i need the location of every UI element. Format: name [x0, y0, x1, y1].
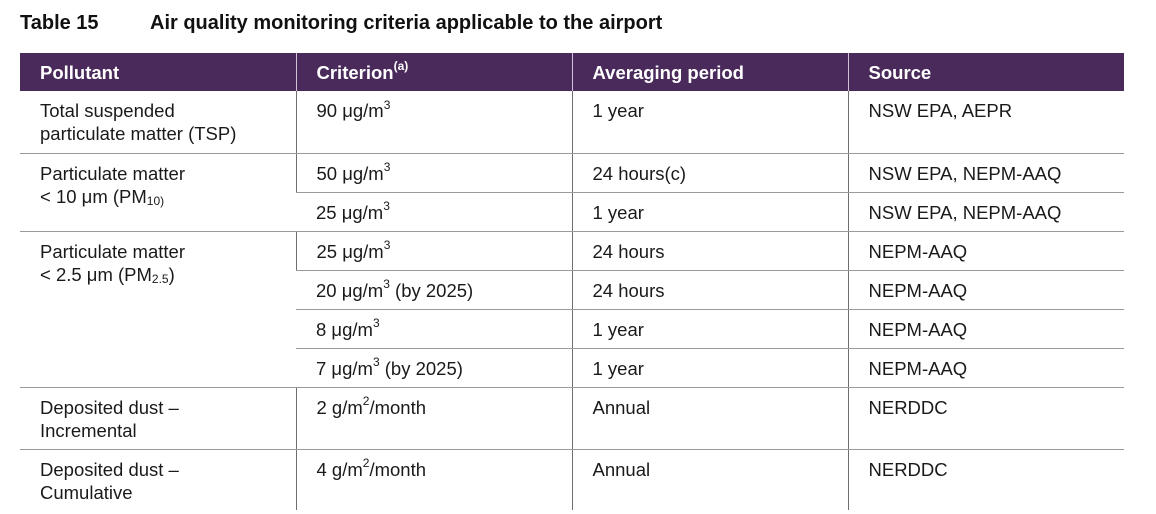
- criterion-cell: 90 μg/m3: [295, 91, 572, 154]
- source-cell: NSW EPA, AEPR: [847, 91, 1124, 154]
- pollutant-line: Particulate matter: [40, 240, 185, 262]
- criterion-value: 50 μg/m: [316, 162, 384, 184]
- criterion-suffix: /month: [369, 458, 427, 480]
- table-row: Particulate matter < 2.5 μm (PM2.5) 25 μg…: [20, 231, 1124, 388]
- pollutant-cell: Deposited dust – Cumulative: [20, 449, 296, 510]
- table-caption: Table 15 Air quality monitoring criteria …: [20, 12, 662, 35]
- criterion-suffix: (by 2025): [379, 357, 463, 379]
- source-cell: NERDDC: [847, 387, 1124, 450]
- table-row: Deposited dust – Cumulative 4 g/m2/month …: [20, 449, 1124, 510]
- source-cell: NSW EPA, NEPM-AAQ: [847, 192, 1124, 232]
- pollutant-line: Deposited dust –: [40, 458, 179, 480]
- air-quality-criteria-table: Pollutant Criterion(a) Averaging period …: [20, 53, 1124, 510]
- criterion-cell: 2 g/m2/month: [295, 387, 572, 450]
- averaging-cell: 24 hours: [571, 270, 848, 310]
- criterion-cell: 8 μg/m3: [296, 309, 572, 349]
- criterion-suffix: /month: [369, 396, 427, 418]
- pollutant-line: Deposited dust –: [40, 396, 179, 418]
- criterion-cell: 20 μg/m3 (by 2025): [296, 270, 572, 310]
- table-row: 25 μg/m3 1 year NSW EPA, NEPM-AAQ: [20, 192, 1124, 232]
- table-row: 8 μg/m3 1 year NEPM-AAQ: [20, 309, 1124, 349]
- criterion-exponent: 3: [383, 97, 391, 112]
- averaging-cell: 1 year: [571, 192, 848, 232]
- criterion-cell: 4 g/m2/month: [295, 449, 572, 510]
- criterion-value: 25 μg/m: [316, 201, 384, 223]
- header-source: Source: [847, 53, 1124, 91]
- criterion-value: 20 μg/m: [316, 279, 384, 301]
- pollutant-suffix: ): [168, 263, 175, 285]
- header-criterion-label: Criterion: [316, 61, 394, 83]
- criterion-exponent: 3: [383, 160, 391, 175]
- source-cell: NERDDC: [847, 449, 1124, 510]
- table-number: Table 15: [20, 12, 99, 34]
- averaging-cell: Annual: [571, 449, 848, 510]
- criterion-value: 90 μg/m: [316, 100, 384, 121]
- pollutant-line: Particulate matter: [40, 162, 185, 184]
- criterion-cell: 25 μg/m3: [295, 231, 572, 271]
- pollutant-cell: Particulate matter < 2.5 μm (PM2.5): [20, 231, 296, 388]
- criterion-cell: 50 μg/m3: [295, 153, 572, 193]
- source-cell: NEPM-AAQ: [847, 309, 1124, 349]
- criterion-exponent: 2: [362, 394, 370, 409]
- criterion-cell: 7 μg/m3 (by 2025): [296, 348, 572, 388]
- criterion-value: 2 g/m: [316, 396, 363, 418]
- averaging-cell: 1 year: [571, 348, 848, 388]
- table-row: Deposited dust – Incremental 2 g/m2/month…: [20, 387, 1124, 450]
- pollutant-line: Incremental: [40, 419, 137, 441]
- pollutant-cell: Particulate matter < 10 μm (PM10): [20, 153, 296, 232]
- header-pollutant: Pollutant: [20, 53, 296, 91]
- source-cell: NSW EPA, NEPM-AAQ: [847, 153, 1124, 193]
- averaging-cell: Annual: [571, 387, 848, 450]
- pollutant-line: particulate matter (TSP): [40, 123, 237, 144]
- criterion-value: 7 μg/m: [316, 357, 373, 379]
- header-criterion: Criterion(a): [295, 53, 572, 91]
- pollutant-line: < 10 μm (PM: [40, 185, 147, 207]
- pollutant-line: Total suspended: [40, 100, 175, 121]
- pollutant-cell: Total suspended particulate matter (TSP): [20, 91, 296, 154]
- table-row: 20 μg/m3 (by 2025) 24 hours NEPM-AAQ: [20, 270, 1124, 310]
- source-cell: NEPM-AAQ: [847, 270, 1124, 310]
- pollutant-line: < 2.5 μm (PM: [40, 263, 152, 285]
- criterion-cell: 25 μg/m3: [296, 192, 572, 232]
- criterion-exponent: 3: [383, 238, 391, 253]
- pollutant-subscript: 2.5: [151, 271, 169, 286]
- criterion-exponent: 2: [362, 456, 370, 471]
- pollutant-cell: Deposited dust – Incremental: [20, 387, 296, 450]
- table-title: Air quality monitoring criteria applicab…: [150, 12, 663, 34]
- header-criterion-note: (a): [393, 59, 409, 74]
- table-row: 7 μg/m3 (by 2025) 1 year NEPM-AAQ: [20, 348, 1124, 388]
- averaging-cell: 24 hours(c): [571, 153, 848, 193]
- criterion-exponent: 3: [383, 199, 390, 214]
- criterion-exponent: 3: [372, 355, 380, 370]
- criterion-exponent: 3: [372, 316, 380, 331]
- averaging-cell: 1 year: [571, 91, 848, 154]
- criterion-suffix: (by 2025): [389, 279, 474, 301]
- header-row: Pollutant Criterion(a) Averaging period …: [20, 53, 1124, 91]
- pollutant-subscript: 10): [146, 193, 165, 208]
- pollutant-line: Cumulative: [40, 481, 133, 503]
- table-row: Total suspended particulate matter (TSP) …: [20, 91, 1124, 154]
- criterion-value: 25 μg/m: [316, 240, 384, 262]
- criterion-value: 8 μg/m: [316, 318, 373, 340]
- source-cell: NEPM-AAQ: [847, 231, 1124, 271]
- table-row: Particulate matter < 10 μm (PM10) 50 μg/m…: [20, 153, 1124, 232]
- averaging-cell: 1 year: [571, 309, 848, 349]
- averaging-cell: 24 hours: [571, 231, 848, 271]
- criterion-exponent: 3: [383, 277, 390, 292]
- source-cell: NEPM-AAQ: [847, 348, 1124, 388]
- criterion-value: 4 g/m: [316, 458, 363, 480]
- header-averaging-period: Averaging period: [571, 53, 848, 91]
